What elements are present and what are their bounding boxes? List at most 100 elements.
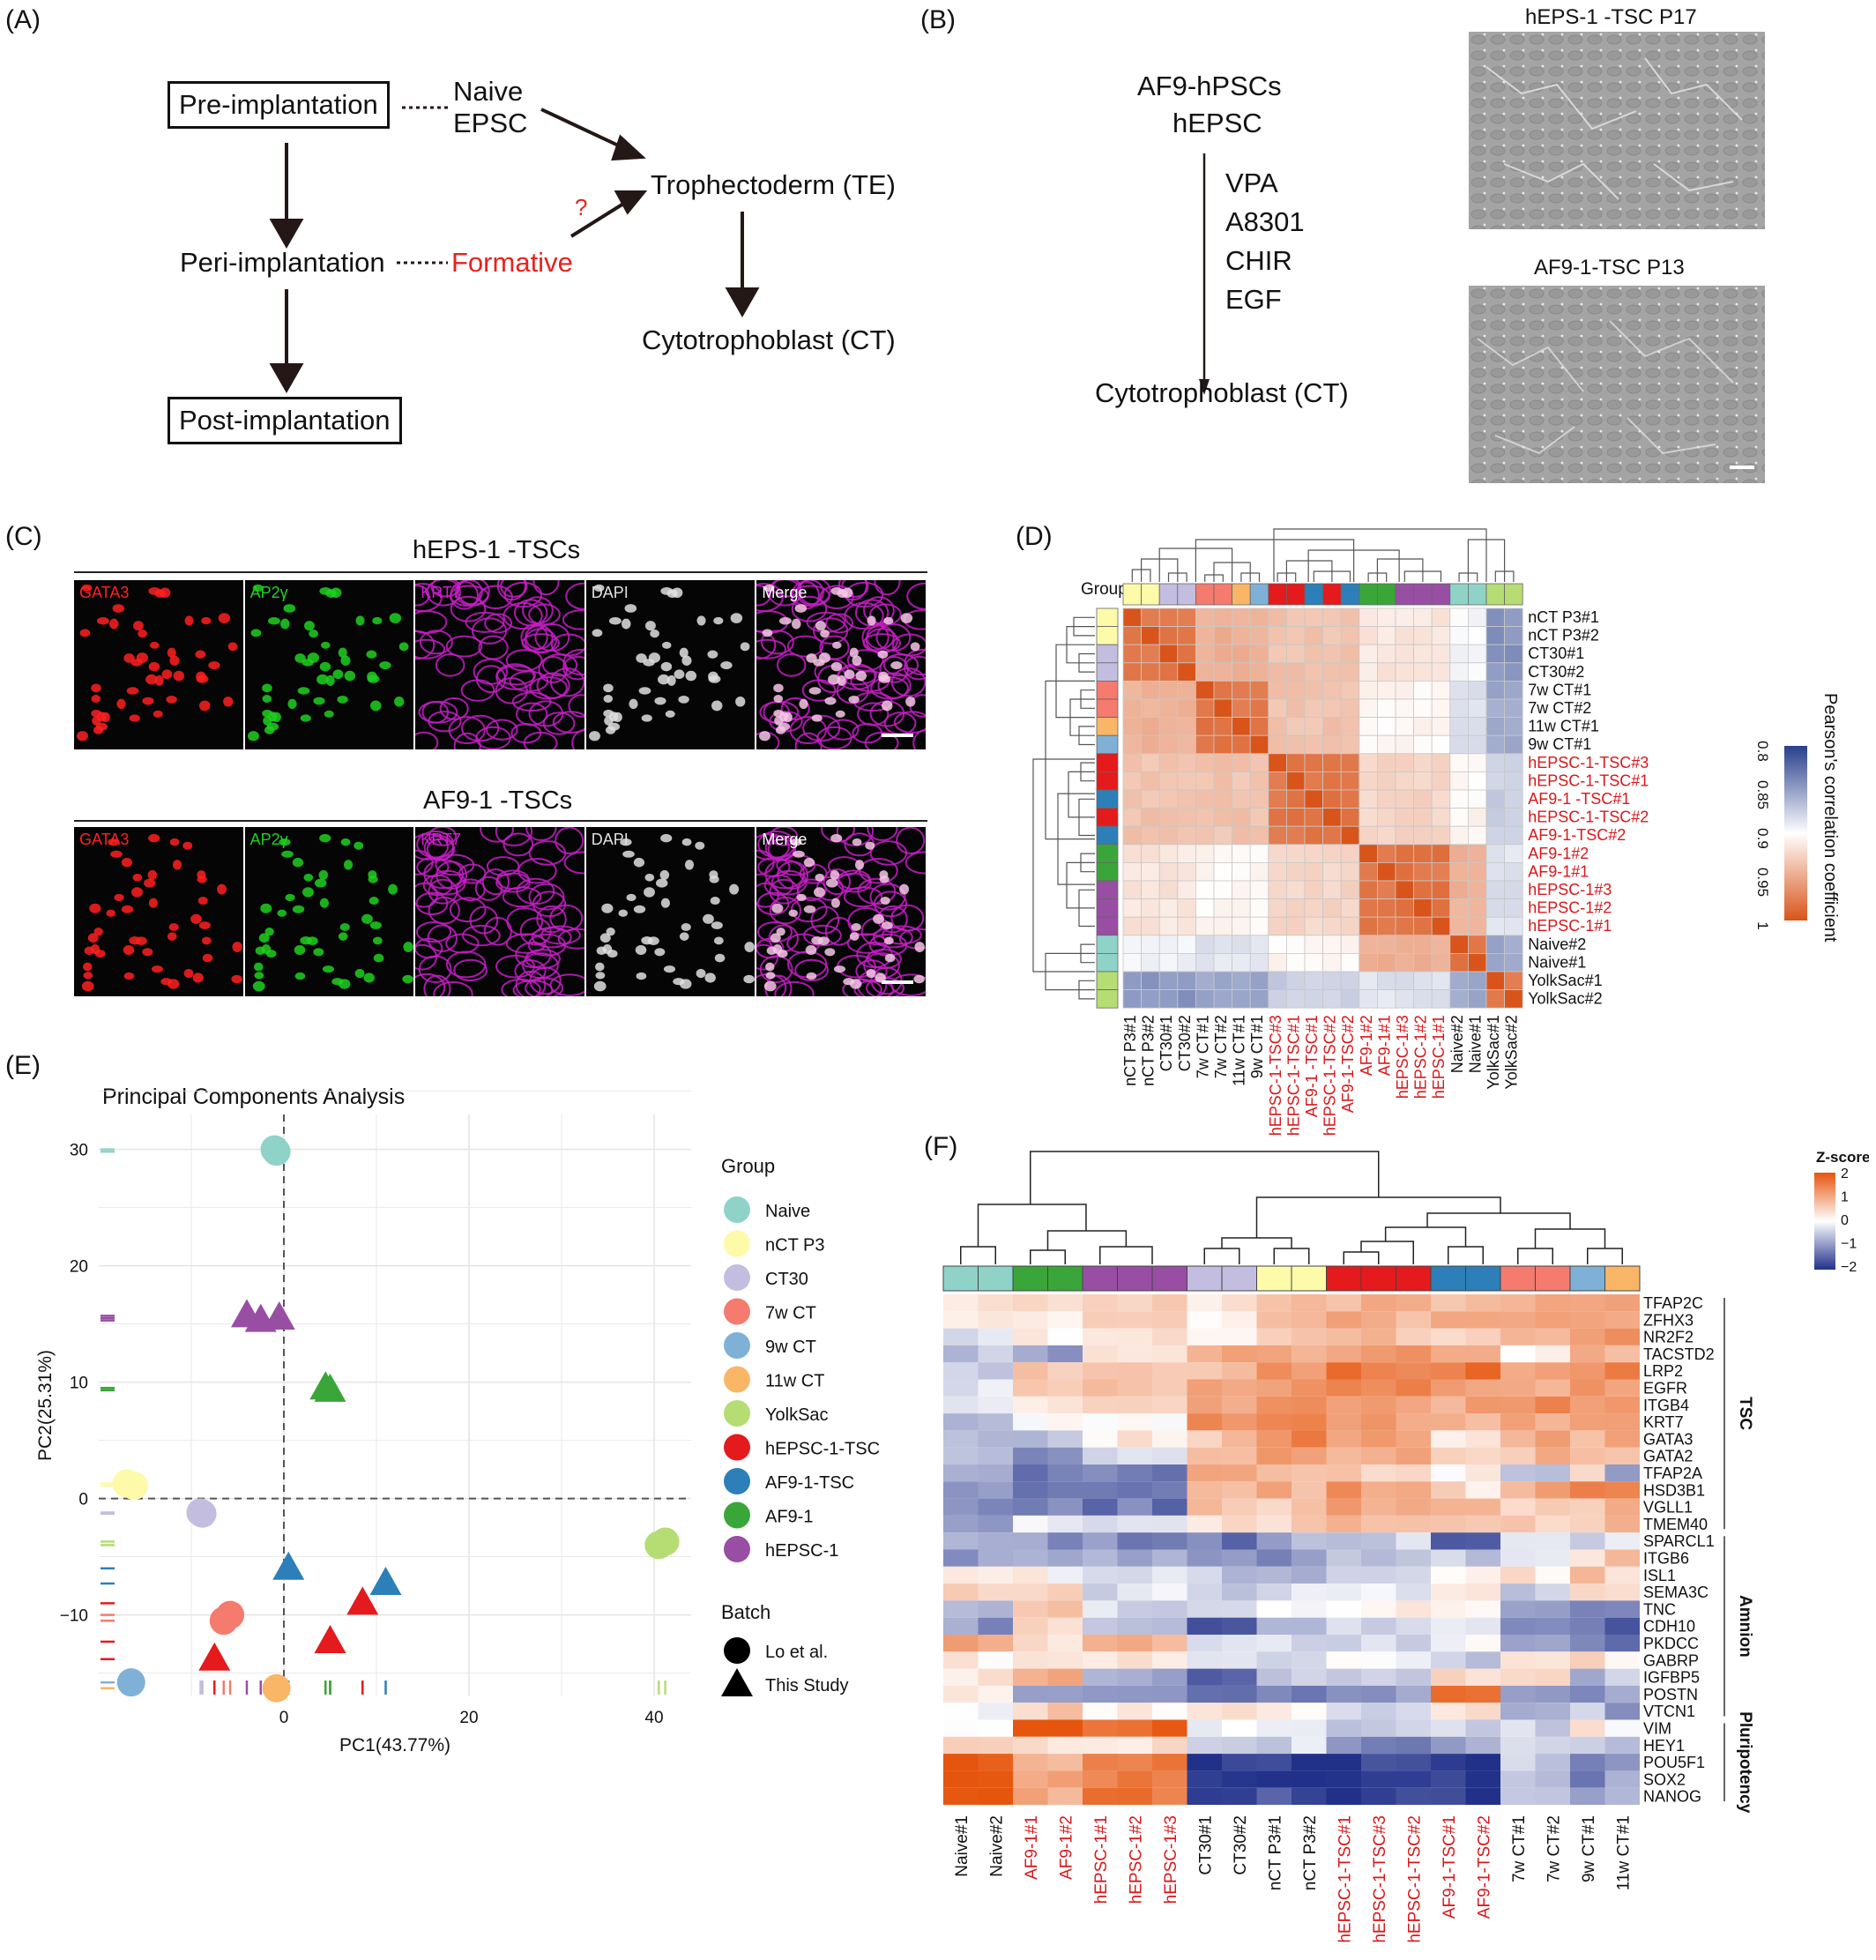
heatmap-cell: [1285, 680, 1306, 700]
heatmap-cell: [1213, 952, 1233, 973]
nucleus: [605, 726, 616, 734]
nucleus: [79, 629, 91, 637]
heatmap-cell: [1158, 861, 1179, 882]
zscore-cell: [1152, 1362, 1187, 1380]
legend-label: hEPSC-1: [765, 1541, 838, 1561]
heatmap-cell: [1122, 644, 1143, 664]
zscore-cell: [1396, 1566, 1431, 1584]
zscore-cell: [1256, 1481, 1292, 1499]
keratin-mesh: [506, 906, 544, 936]
zscore-cell: [1187, 1379, 1222, 1397]
zscore-cell: [1500, 1515, 1536, 1533]
zscore-cell: [1256, 1549, 1292, 1567]
heatmap-cell: [1340, 607, 1360, 628]
legend-label: hEPSC-1-TSC: [765, 1440, 880, 1459]
zscore-cell: [1152, 1703, 1187, 1720]
heatmap-cell: [1504, 916, 1523, 936]
heatmap-cell: [1122, 916, 1143, 936]
zscore-cell: [978, 1464, 1013, 1482]
heatmap-cell: [1395, 825, 1415, 846]
zscore-cell: [1465, 1362, 1500, 1380]
nucleus: [878, 674, 891, 683]
zscore-cell: [1431, 1651, 1466, 1669]
nucleus: [91, 683, 101, 693]
zscore-cell: [1500, 1532, 1536, 1550]
zscore-cell: [1292, 1549, 1327, 1567]
heatmap-cell: [1322, 626, 1342, 645]
heatmap-cell: [1413, 717, 1433, 736]
heatmap-cell: [1504, 844, 1523, 863]
zscore-cell: [1500, 1736, 1536, 1755]
nucleus: [681, 655, 692, 666]
heatmap-cell: [1340, 989, 1360, 1009]
pca-point-circle: [116, 1668, 145, 1697]
column-group-bar: [1500, 1265, 1536, 1292]
heatmap-cell: [1268, 607, 1287, 628]
zscore-cell: [1570, 1600, 1605, 1618]
heatmap-cell: [1359, 734, 1378, 755]
heatmap-cell: [1304, 880, 1324, 900]
nucleus: [217, 883, 227, 895]
zscore-cell: [1292, 1719, 1327, 1737]
zscore-cell: [1222, 1532, 1257, 1550]
nucleus: [730, 613, 742, 623]
zscore-cell: [1500, 1294, 1536, 1312]
row-label: hEPSC-1-TSC#1: [1528, 771, 1649, 789]
zscore-cell: [1222, 1719, 1257, 1737]
heatmap-cell: [1122, 880, 1143, 900]
keratin-mesh: [428, 878, 458, 905]
zscore-cell: [1361, 1600, 1396, 1618]
zscore-cell: [1361, 1703, 1396, 1720]
heatmap-cell: [1268, 698, 1287, 719]
keratin-mesh: [532, 580, 560, 596]
heatmap-cell: [1340, 861, 1360, 882]
row-label: hEPSC-1-TSC#2: [1528, 809, 1649, 826]
heatmap-cell: [1249, 753, 1269, 772]
heatmap-cell: [1376, 825, 1396, 846]
nucleus: [779, 617, 793, 625]
heatmap-cell: [1285, 989, 1306, 1009]
heatmap-cell: [1232, 734, 1251, 755]
zscore-cell: [1256, 1685, 1292, 1703]
group-bar-cell: [1096, 717, 1119, 736]
zscore-cell: [1187, 1396, 1222, 1414]
zscore-cell: [1535, 1787, 1570, 1805]
nucleus: [708, 674, 721, 683]
colorbar-tick: 1: [1754, 921, 1771, 929]
heatmap-cell: [1468, 626, 1487, 645]
keratin-mesh: [803, 924, 843, 947]
zscore-cell: [1187, 1413, 1222, 1431]
nucleus: [643, 887, 655, 898]
nucleus: [373, 953, 383, 963]
zscore-cell: [1465, 1685, 1500, 1703]
heatmap-cell: [1141, 717, 1160, 736]
nucleus: [277, 909, 287, 917]
heatmap-cell: [1504, 898, 1523, 918]
zscore-cell: [1326, 1617, 1361, 1635]
heatmap-cell: [1158, 626, 1179, 645]
factor-egf: EGF: [1225, 284, 1282, 315]
keratin-mesh: [894, 711, 926, 734]
column-group-bar: [1187, 1265, 1223, 1292]
zscore-cell: [1326, 1754, 1361, 1771]
keratin-mesh: [529, 676, 569, 700]
nucleus: [774, 716, 784, 726]
heatmap-cell: [1195, 825, 1215, 846]
heatmap-cell: [1268, 626, 1287, 645]
zscore-cell: [1256, 1447, 1292, 1464]
keratin-mesh: [503, 581, 543, 608]
nucleus: [806, 653, 818, 663]
zscore-cell: [1361, 1549, 1396, 1567]
zscore-cell: [1431, 1396, 1466, 1414]
zscore-cell: [1222, 1345, 1257, 1363]
zscore-cell: [1047, 1413, 1083, 1431]
keratin-mesh: [777, 653, 807, 677]
heatmap-cell: [1395, 952, 1415, 973]
keratin-mesh: [781, 697, 811, 720]
zscore-cell: [1535, 1584, 1570, 1601]
correlation-colorbar: [1784, 746, 1807, 920]
heatmap-cell: [1504, 607, 1523, 628]
zscore-cell: [1083, 1311, 1118, 1329]
zscore-cell: [1047, 1703, 1083, 1720]
zscore-cell: [943, 1668, 979, 1686]
